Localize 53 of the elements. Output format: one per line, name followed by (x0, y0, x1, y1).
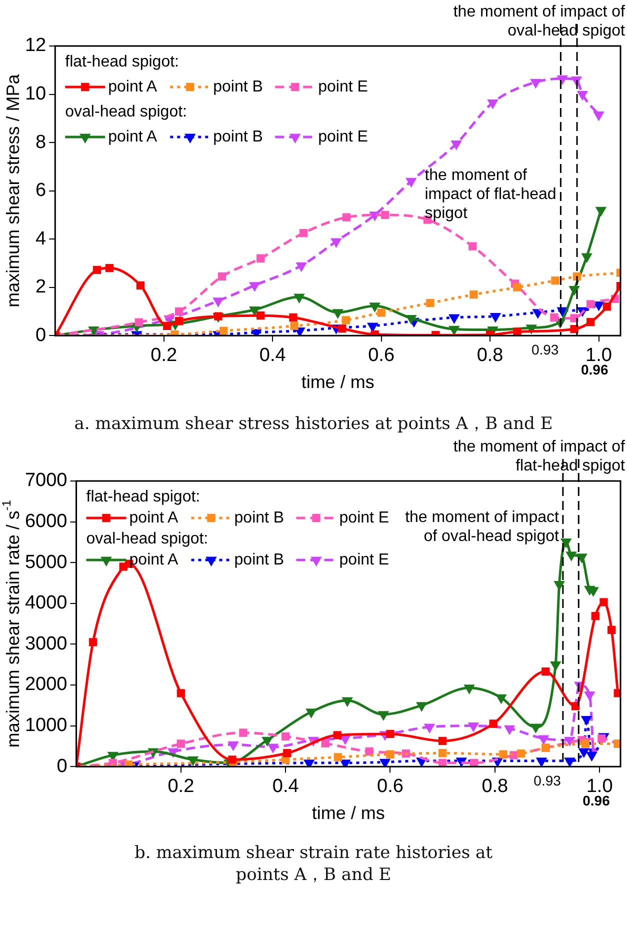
annotation: flat-head spigot: (65, 53, 179, 70)
y-tick-label: 6000 (24, 511, 68, 532)
text: the moment of impact of flat-head spigot (453, 438, 626, 474)
y-tick-label: 0 (36, 324, 46, 346)
legend-label: point B (213, 78, 263, 96)
legend-label: point B (234, 551, 284, 568)
x-tick-label: 0.6 (368, 345, 395, 366)
legend-label: point A (129, 509, 179, 526)
y-tick-label: 6 (36, 180, 46, 202)
ref-line-label: 0.93 (534, 772, 562, 788)
legend-label: point B (213, 128, 263, 146)
text: a. maximum shear stress histories at points A，B and E (73, 413, 554, 435)
x-tick-label: 0.2 (168, 776, 194, 798)
legend-label: point E (339, 509, 390, 526)
ref-line-label: 0.96 (582, 792, 610, 808)
x-axis-title: time / ms (312, 803, 385, 824)
legend-label: point E (318, 78, 368, 96)
legend-label: point B (234, 509, 284, 526)
legend-label: point A (108, 78, 158, 96)
y-tick-label: 12 (24, 35, 46, 56)
y-tick-label: 8 (36, 132, 46, 153)
legend-label: point A (129, 551, 179, 568)
y-axis-title: maximum shear strain rate / s-1 (0, 500, 23, 748)
annotation: oval-head spigot: (86, 530, 208, 548)
ref-line-label: 0.96 (581, 361, 608, 378)
x-axis-title: time / ms (301, 372, 374, 392)
annotation: the moment of impact of flat-head spigot (424, 167, 556, 222)
annotation: the moment of impact of oval-head spigot (405, 508, 560, 545)
y-tick-label: 1000 (24, 715, 68, 736)
legend-label: point E (318, 128, 368, 146)
x-tick-label: 0.8 (482, 776, 508, 798)
text: b. maximum shear strain rate histories at points A，B and E (133, 843, 494, 886)
x-tick-label: 0.4 (272, 776, 300, 798)
legend-label: point A (108, 128, 158, 146)
y-axis-title: maximum shear stress / MPa (2, 73, 23, 308)
y-tick-label: 4000 (24, 592, 68, 614)
y-tick-label: 2000 (24, 674, 68, 696)
y-tick-label: 5000 (24, 552, 68, 573)
x-tick-label: 0.4 (259, 345, 286, 366)
y-tick-label: 2 (36, 276, 46, 298)
text: the moment of impact of oval-head spigot (453, 3, 626, 40)
annotation: flat-head spigot: (86, 488, 200, 506)
y-tick-label: 3000 (24, 633, 68, 654)
y-tick-label: 4 (36, 228, 47, 250)
legend-label: point E (339, 551, 390, 568)
annotation: oval-head spigot: (65, 103, 187, 120)
y-tick-label: 7000 (24, 470, 68, 492)
x-tick-label: 0.8 (476, 345, 504, 366)
y-tick-label: 10 (24, 84, 46, 104)
x-tick-label: 0.2 (150, 345, 178, 366)
y-tick-label: 0 (56, 756, 68, 777)
x-tick-label: 0.6 (377, 776, 404, 798)
ref-line-label: 0.93 (531, 341, 559, 358)
